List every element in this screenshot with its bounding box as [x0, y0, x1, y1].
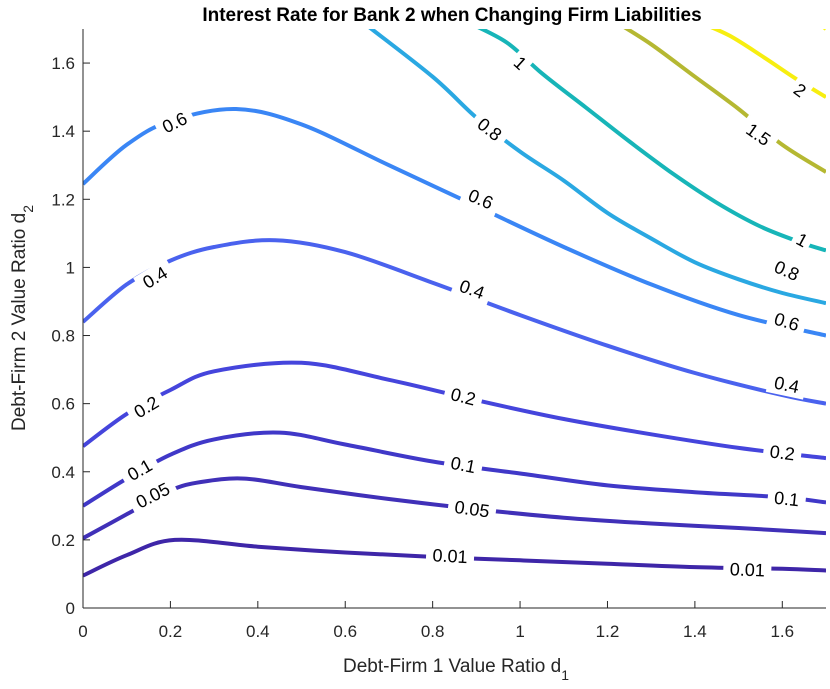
contour-label-background [736, 114, 781, 155]
x-tick-label: 1.6 [770, 622, 794, 641]
x-tick-label: 0 [78, 622, 87, 641]
contour-label-background [458, 181, 503, 217]
contour-label-text: 0.2 [449, 384, 478, 409]
x-ticks: 0 0.2 0.4 0.6 0.8 1 1.2 1.4 1.6 [78, 601, 794, 641]
contour-label-background [764, 253, 809, 289]
contour-label-background [442, 381, 485, 413]
contour-label-background [766, 486, 807, 512]
contour-label-background [467, 109, 512, 150]
contour-line-0-1 [83, 430, 826, 508]
contour-label: 0.4 [450, 272, 494, 307]
contour-label: 0.1 [442, 450, 484, 480]
contour-label-background [762, 439, 803, 467]
contour-label-text: 0.01 [432, 545, 468, 567]
x-tick-label: 1.4 [683, 622, 707, 641]
contour-lines [83, 29, 826, 578]
contour-label-background [788, 226, 816, 255]
y-tick-label: 1 [66, 258, 75, 277]
contour-label: 0.01 [425, 543, 475, 569]
y-tick-label: 0.2 [51, 531, 75, 550]
contour-label: 1 [788, 226, 816, 255]
contour-label-text: 0.1 [449, 453, 477, 477]
contour-line-0-4 [83, 238, 826, 406]
y-ticks: 0 0.2 0.4 0.6 0.8 1 1.2 1.4 1.6 [51, 54, 90, 618]
x-axis-label-text: Debt-Firm 1 Value Ratio d [343, 656, 561, 677]
contour-label: 0.2 [442, 381, 485, 413]
contour-label-text: 0.1 [773, 488, 800, 511]
contour-label-background [450, 272, 494, 307]
contour-label-background [425, 543, 475, 569]
y-axis-label: Debt-Firm 2 Value Ratio d2 [9, 205, 36, 431]
x-tick-label: 0.8 [421, 622, 445, 641]
contour-label-background [126, 474, 180, 517]
contour-label-background [442, 450, 484, 480]
x-tick-label: 1.2 [596, 622, 620, 641]
x-tick-label: 0.6 [333, 622, 357, 641]
contour-label-background [133, 258, 178, 297]
y-tick-label: 0.8 [51, 327, 75, 346]
contour-line-0-2 [83, 360, 826, 461]
contour-label: 0.1 [766, 486, 807, 512]
chart-title: Interest Rate for Bank 2 when Changing F… [202, 5, 701, 26]
contour-label: 0.4 [133, 258, 178, 297]
axes [82, 29, 826, 609]
x-tick-label: 0.4 [246, 622, 270, 641]
contour-label-text: 0.01 [729, 559, 765, 580]
contour-line-1-5 [623, 29, 826, 174]
contour-label-background [152, 104, 197, 141]
contour-label-text: 0.2 [769, 442, 796, 465]
contour-label: 0.6 [765, 305, 809, 338]
contour-label: 0.05 [446, 494, 498, 524]
y-tick-label: 1.6 [51, 54, 75, 73]
contour-label: 1.5 [736, 114, 781, 155]
y-tick-label: 1.2 [51, 190, 75, 209]
contour-label-background [506, 48, 535, 78]
contour-line-0-6 [83, 106, 826, 338]
y-tick-label: 1.4 [51, 122, 75, 141]
contour-label: 0.8 [764, 253, 809, 289]
contour-label: 0.6 [458, 181, 503, 217]
x-tick-label: 0.2 [159, 622, 183, 641]
x-axis-label: Debt-Firm 1 Value Ratio d1 [343, 656, 569, 683]
contour-label: 2 [786, 76, 814, 105]
y-tick-label: 0.4 [51, 463, 75, 482]
contour-label-background [722, 558, 772, 582]
x-axis-label-subscript: 1 [561, 667, 569, 683]
contour-label: 0.4 [765, 370, 808, 400]
contour-label-background [446, 494, 498, 524]
contour-label: 0.6 [152, 104, 197, 141]
contour-labels: 0.010.010.05 0.050.1 0.10.10.2 0.20.20.4 0.4… [117, 48, 816, 582]
contour-label: 0.2 [762, 439, 803, 467]
y-tick-label: 0 [66, 599, 75, 618]
y-tick-label: 0.6 [51, 395, 75, 414]
contour-label-background [765, 370, 808, 400]
y-axis-label-subscript: 2 [20, 205, 36, 213]
contour-label-background [786, 76, 814, 105]
contour-label-background [117, 451, 162, 490]
contour-label-background [765, 305, 809, 338]
contour-line-2-5 [822, 29, 826, 31]
y-axis-label-text: Debt-Firm 2 Value Ratio d [9, 213, 30, 431]
x-tick-label: 1 [515, 622, 524, 641]
contour-label: 1 [506, 48, 535, 78]
contour-label: 0.01 [722, 558, 772, 582]
contour-label-text: 0.05 [453, 497, 490, 522]
contour-line-0-8 [368, 29, 826, 306]
contour-label-background [124, 387, 169, 427]
